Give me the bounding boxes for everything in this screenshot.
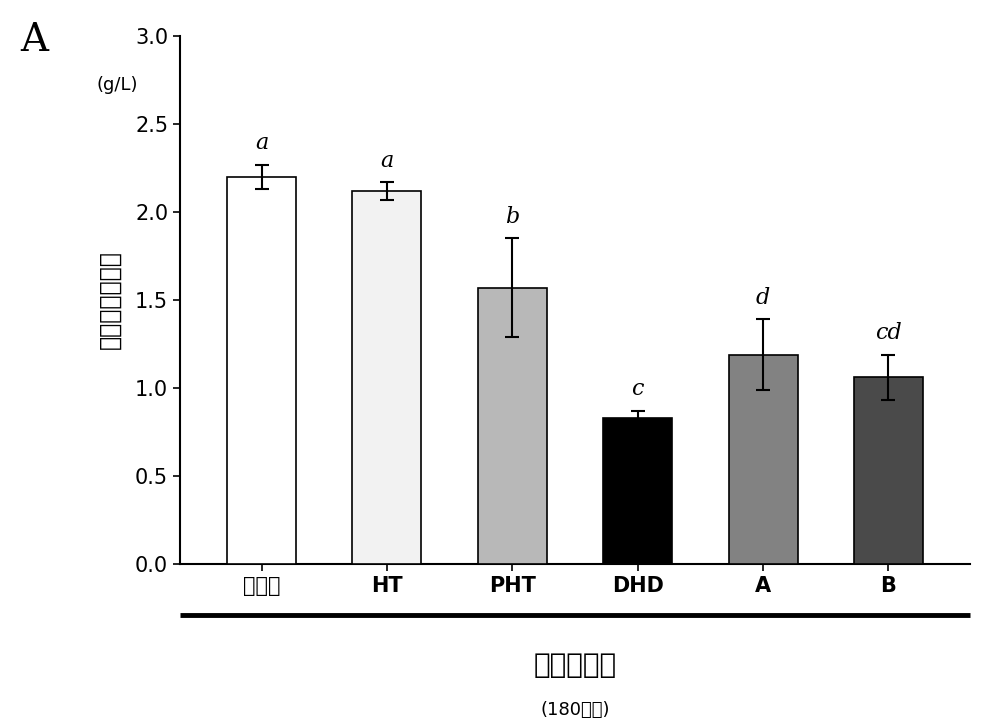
Text: a: a (255, 132, 268, 154)
Bar (352, 191, 421, 564)
Bar (729, 354, 798, 564)
Bar (854, 377, 923, 564)
Text: 酒精给药后: 酒精给药后 (533, 651, 617, 679)
Bar (478, 288, 547, 564)
Bar (227, 177, 296, 564)
Text: (g/L): (g/L) (97, 77, 138, 95)
Text: c: c (631, 378, 644, 401)
Text: d: d (756, 287, 770, 309)
Text: A: A (20, 22, 48, 59)
Text: cd: cd (875, 322, 902, 344)
Y-axis label: 血液中酒精浓度: 血液中酒精浓度 (97, 251, 121, 349)
Text: a: a (380, 150, 394, 171)
Text: b: b (505, 206, 519, 228)
Text: (180分钟): (180分钟) (540, 701, 610, 719)
Bar (603, 418, 672, 564)
